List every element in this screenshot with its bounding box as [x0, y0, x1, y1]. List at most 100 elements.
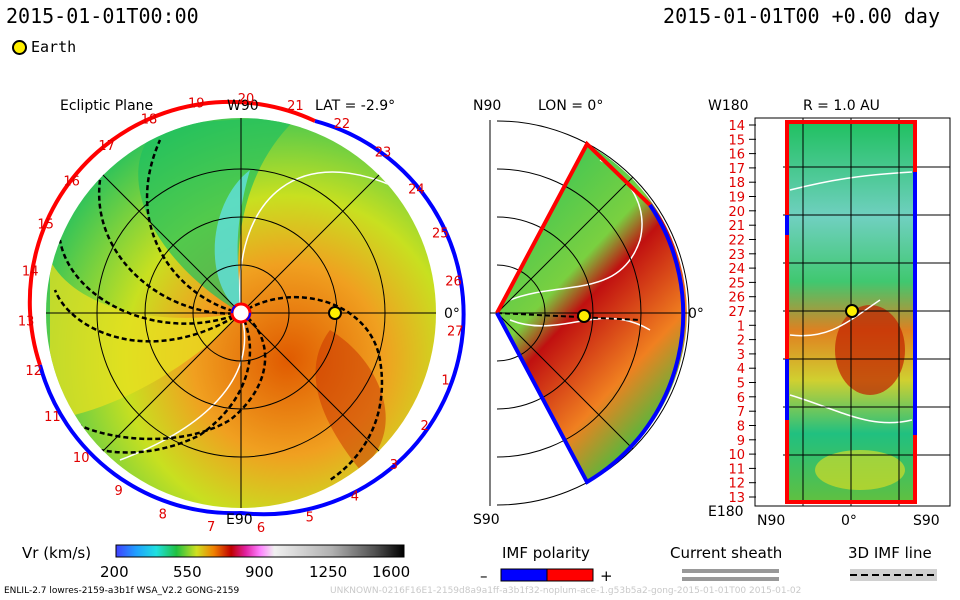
meridional-bottom-label: S90 — [473, 512, 500, 528]
timestamp-right: 2015-01-01T00 +0.00 day — [663, 4, 940, 28]
radial-y-label: 20 — [728, 205, 745, 220]
current-sheath-legend: Current sheath — [670, 544, 782, 581]
radial-y-label: 9 — [737, 434, 745, 449]
carrington-label: 15 — [37, 217, 54, 232]
carrington-label: 5 — [306, 511, 314, 526]
radial-y-label: 12 — [728, 477, 745, 492]
carrington-label: 25 — [432, 227, 449, 242]
ecliptic-right-label: 0° — [444, 306, 460, 322]
timestamp-left: 2015-01-01T00:00 — [6, 4, 199, 28]
ecliptic-lat-label: LAT = -2.9° — [315, 98, 395, 114]
ecliptic-title: Ecliptic Plane — [60, 98, 153, 114]
radial-y-axis-labels: 1415161718192021222324252627123456789101… — [728, 119, 756, 506]
carrington-label: 18 — [141, 113, 158, 128]
radial-y-label: 21 — [728, 219, 745, 234]
meridional-plane-panel: N90 LON = 0° S90 0° — [473, 98, 704, 528]
carrington-label: 22 — [334, 117, 351, 132]
carrington-longitude-labels: 19 20 212223242526271234567891011121314151… — [18, 92, 464, 536]
earth-position-ecliptic — [328, 306, 342, 320]
carrington-label: 1 — [441, 373, 449, 388]
colorbar-tick-900: 900 — [245, 563, 274, 581]
carrington-label: 16 — [63, 175, 80, 190]
ecliptic-plane-panel: Ecliptic Plane LAT = -2.9° W90 E90 0° 19… — [18, 92, 466, 536]
radial-title: R = 1.0 AU — [803, 98, 880, 114]
imf-negative-swatch — [500, 568, 548, 582]
carrington-label: 14 — [22, 265, 39, 280]
carrington-label: 27 — [447, 325, 464, 340]
radial-y-label: 7 — [737, 405, 745, 420]
carrington-label: 7 — [207, 520, 215, 535]
current-sheath-label: Current sheath — [670, 544, 782, 562]
current-sheath-swatch-top — [682, 569, 779, 573]
carrington-label: 8 — [159, 507, 167, 522]
imf-line-swatch-bg — [850, 569, 937, 581]
carrington-label: 9 — [115, 484, 123, 499]
carrington-label: 6 — [257, 521, 265, 536]
colorbar: Vr (km/s) 200 550 900 1250 1600 — [22, 544, 410, 581]
carrington-label: 4 — [351, 489, 359, 504]
imf-polarity-minus: – — [480, 567, 488, 585]
carrington-label: 12 — [25, 364, 42, 379]
radial-y-label: 5 — [737, 377, 745, 392]
colorbar-tick-1250: 1250 — [309, 563, 347, 581]
radial-x-label-0: 0° — [841, 513, 857, 529]
radial-y-label: 3 — [737, 348, 745, 363]
carrington-label: 2 — [420, 419, 428, 434]
imf-line-label: 3D IMF line — [848, 544, 932, 562]
imf-polarity-label: IMF polarity — [502, 544, 590, 562]
radial-y-label: 16 — [728, 148, 745, 163]
radial-surface-panel: W180 R = 1.0 AU E180 N90 0° S90 14151617… — [708, 98, 951, 529]
earth-position-radial — [845, 304, 859, 318]
radial-top-left-label: W180 — [708, 98, 749, 114]
imf-line-legend: 3D IMF line — [848, 544, 937, 581]
radial-y-label: 10 — [728, 448, 745, 463]
radial-y-label: 11 — [728, 462, 745, 477]
radial-y-label: 14 — [728, 119, 745, 134]
meridional-title: LON = 0° — [538, 98, 603, 114]
imf-polarity-plus: + — [600, 567, 613, 585]
carrington-label: 23 — [375, 146, 392, 161]
radial-y-label: 22 — [728, 234, 745, 249]
carrington-label: 24 — [408, 183, 425, 198]
radial-bottom-left-label: E180 — [708, 504, 744, 520]
radial-y-label: 25 — [728, 276, 745, 291]
radial-y-label: 8 — [737, 420, 745, 435]
radial-y-label: 24 — [728, 262, 745, 277]
radial-y-label: 1 — [737, 319, 745, 334]
current-sheath-swatch-bottom — [682, 577, 779, 581]
carrington-label: 17 — [98, 139, 115, 154]
radial-y-label: 13 — [728, 491, 745, 506]
radial-x-label-s90: S90 — [913, 513, 940, 529]
radial-y-label: 4 — [737, 362, 745, 377]
radial-y-label: 27 — [728, 305, 745, 320]
carrington-label: 19 — [188, 97, 205, 112]
radial-y-label: 26 — [728, 291, 745, 306]
footer-run-id: UNKNOWN-0216F16E1-2159d8a9a1ff-a3b1f32-n… — [330, 586, 802, 596]
meridional-top-label: N90 — [473, 98, 501, 114]
radial-y-label: 6 — [737, 391, 745, 406]
carrington-label: 20 — [238, 92, 255, 107]
meridional-right-label: 0° — [688, 306, 704, 322]
imf-polarity-legend: IMF polarity – + — [480, 544, 613, 585]
carrington-label: 3 — [390, 458, 398, 473]
earth-position-meridional — [577, 309, 591, 323]
colorbar-label: Vr (km/s) — [22, 544, 91, 562]
radial-y-label: 23 — [728, 248, 745, 263]
radial-y-label: 2 — [737, 334, 745, 349]
footer-run-info: ENLIL-2.7 lowres-2159-a3b1f WSA_V2.2 GON… — [4, 586, 240, 596]
radial-y-label: 19 — [728, 191, 745, 206]
carrington-label: 21 — [287, 99, 304, 114]
earth-legend: Earth — [12, 38, 76, 56]
colorbar-tick-200: 200 — [100, 563, 129, 581]
radial-x-label-n90: N90 — [757, 513, 785, 529]
earth-legend-label: Earth — [31, 38, 77, 56]
ecliptic-bottom-label: E90 — [226, 512, 253, 528]
radial-y-label: 15 — [728, 133, 745, 148]
carrington-label: 11 — [44, 410, 61, 425]
radial-y-label: 17 — [728, 162, 745, 177]
carrington-label: 10 — [73, 451, 90, 466]
earth-marker-icon — [12, 39, 27, 55]
carrington-label: 13 — [18, 315, 35, 330]
ecliptic-top-label: W90 — [227, 98, 259, 114]
